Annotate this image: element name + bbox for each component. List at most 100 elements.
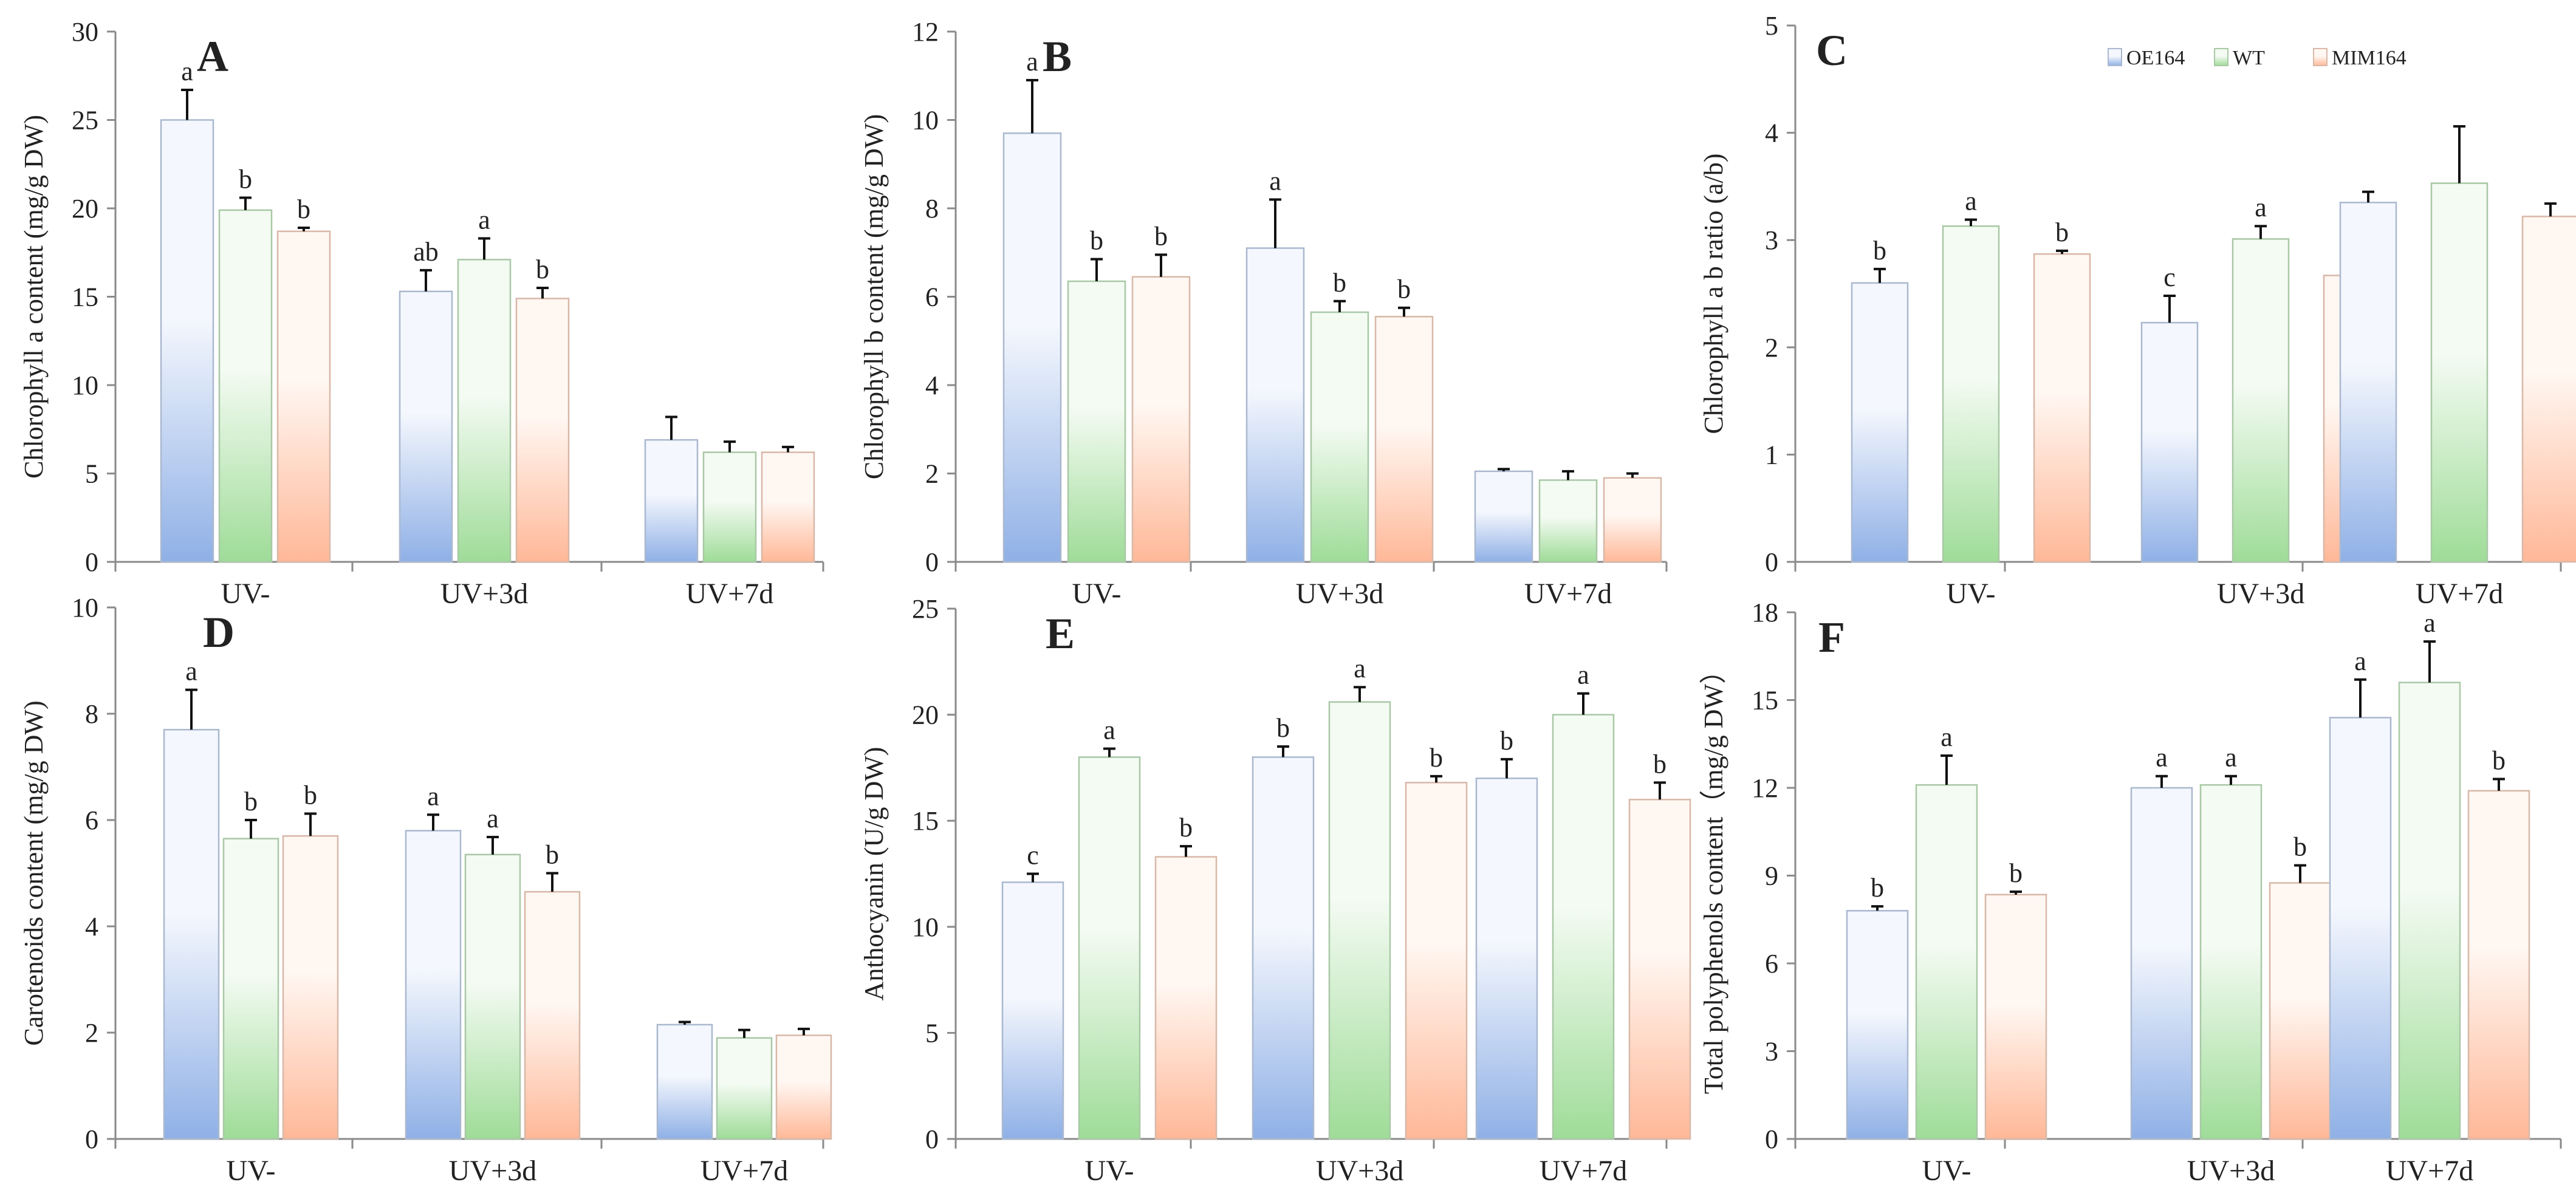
x-category-label: UV+7d: [2386, 1155, 2473, 1187]
y-tick-label: 30: [72, 17, 98, 47]
y-tick-label: 9: [1765, 861, 1778, 891]
y-tick-label: 3: [1765, 225, 1778, 255]
bar-mim164-uv7d: [1628, 799, 1691, 1140]
panel-E: 0 5 10 15 20 25 Anthocyanin (U/g DW) Ec a b UV-b a b…: [859, 594, 1691, 1187]
bar-mim164-uv3d: [524, 890, 581, 1140]
x-category-label: UV+3d: [2217, 578, 2304, 610]
x-category-label: UV+3d: [1296, 578, 1383, 610]
bar-wt-uv: [1067, 280, 1126, 563]
bar-mim164-uv: [282, 835, 339, 1140]
panel-letter: F: [1818, 613, 1845, 661]
y-tick-label: 0: [925, 547, 939, 577]
bar-mim164-uv3d: [1374, 315, 1434, 563]
panel-letter: E: [1046, 609, 1075, 658]
legend-label: OE164: [2126, 47, 2185, 69]
x-category-label: UV+7d: [686, 578, 773, 610]
y-axis-title: Total polyphenols content（mg/g DW）: [1699, 657, 1728, 1094]
significance-label: b: [239, 165, 252, 194]
panel-A: 0 5 10 15 20 25 30 Chlorophyll a content (mg/g …: [19, 17, 824, 610]
y-tick-label: 6: [925, 282, 939, 312]
significance-label: b: [546, 840, 559, 870]
bar-mim164-uv7d: [761, 451, 815, 563]
bar-oe164-uv3d: [399, 290, 453, 563]
bar-wt-uv3d: [2232, 238, 2290, 563]
bar-oe164-uv7d: [1474, 470, 1533, 563]
y-tick-label: 0: [85, 547, 98, 577]
bar-wt-uv: [218, 209, 273, 563]
x-category-label: UV-: [1922, 1155, 1971, 1187]
y-tick-label: 1: [1765, 440, 1778, 470]
significance-label: a: [1103, 715, 1115, 745]
y-axis-title: Carotenoids content (mg/g DW): [19, 700, 49, 1045]
bar-wt-uv: [222, 838, 279, 1140]
significance-label: a: [1965, 186, 1977, 216]
y-tick-label: 4: [1765, 118, 1778, 148]
legend-item-mim164: MIM164: [2313, 47, 2406, 69]
bar-wt-uv3d: [1328, 701, 1391, 1140]
bar-mim164-uv: [1984, 894, 2047, 1140]
bar-wt-uv7d: [2398, 682, 2461, 1140]
significance-label: b: [536, 255, 549, 284]
bar-wt-uv3d: [464, 853, 521, 1140]
significance-label: b: [1653, 749, 1667, 779]
significance-label: a: [2424, 608, 2436, 638]
y-tick-label: 6: [85, 805, 98, 835]
y-tick-label: 15: [1752, 686, 1778, 716]
bar-mim164-uv7d: [2467, 790, 2530, 1140]
bar-wt-uv3d: [457, 259, 512, 563]
panel-D: 0 2 4 6 8 10 Carotenoids content (mg/g DW) Da b b…: [19, 593, 832, 1187]
significance-label: a: [478, 205, 490, 234]
legend: OE164 WT MIM164: [2108, 47, 2406, 69]
y-tick-label: 4: [925, 371, 939, 400]
y-tick-label: 0: [85, 1124, 98, 1154]
legend-swatch: [2214, 48, 2228, 66]
bar-oe164-uv: [1846, 910, 1909, 1140]
significance-label: b: [1333, 268, 1346, 298]
y-tick-label: 0: [925, 1124, 939, 1154]
bar-oe164-uv7d: [1475, 778, 1538, 1140]
significance-label: a: [487, 804, 499, 833]
y-tick-label: 12: [1752, 773, 1778, 803]
legend-item-wt: WT: [2214, 47, 2265, 69]
y-tick-label: 10: [72, 371, 98, 400]
x-category-label: UV-: [1947, 578, 1996, 610]
bar-wt-uv7d: [702, 451, 757, 563]
bar-wt-uv3d: [1310, 311, 1369, 563]
bar-wt-uv7d: [2430, 182, 2489, 563]
significance-label: b: [1090, 226, 1103, 256]
y-axis-title: Chlorophyll a content (mg/g DW): [19, 115, 49, 479]
bar-mim164-uv: [1131, 276, 1191, 563]
significance-label: a: [427, 781, 439, 811]
bar-mim164-uv3d: [2269, 882, 2332, 1140]
y-tick-label: 5: [925, 1018, 939, 1048]
legend-label: WT: [2233, 47, 2265, 69]
significance-label: b: [1871, 873, 1884, 903]
significance-label: b: [1397, 275, 1411, 304]
significance-label: b: [1276, 713, 1290, 743]
significance-label: c: [1027, 841, 1039, 870]
y-tick-label: 8: [85, 699, 98, 729]
legend-item-oe164: OE164: [2108, 47, 2185, 69]
bar-oe164-uv: [163, 729, 220, 1140]
significance-label: b: [1873, 236, 1886, 265]
significance-label: b: [304, 781, 317, 810]
significance-label: b: [1500, 726, 1513, 756]
bar-oe164-uv3d: [1245, 247, 1305, 563]
x-category-label: UV+7d: [2416, 578, 2503, 610]
bar-oe164-uv7d: [656, 1024, 713, 1140]
bar-oe164-uv3d: [1252, 756, 1315, 1140]
significance-label: a: [1577, 660, 1589, 690]
bar-oe164-uv3d: [2140, 321, 2199, 563]
bar-wt-uv: [1942, 225, 2000, 563]
y-tick-label: 20: [912, 700, 939, 730]
y-axis-title: Anthocyanin (U/g DW): [859, 747, 889, 1001]
x-category-label: UV-: [227, 1155, 276, 1187]
bar-mim164-uv: [1154, 856, 1218, 1140]
bar-mim164-uv3d: [515, 298, 570, 563]
significance-label: b: [2293, 832, 2307, 862]
bar-mim164-uv: [2033, 253, 2091, 563]
bar-oe164-uv3d: [405, 830, 462, 1140]
y-tick-label: 25: [912, 594, 939, 624]
